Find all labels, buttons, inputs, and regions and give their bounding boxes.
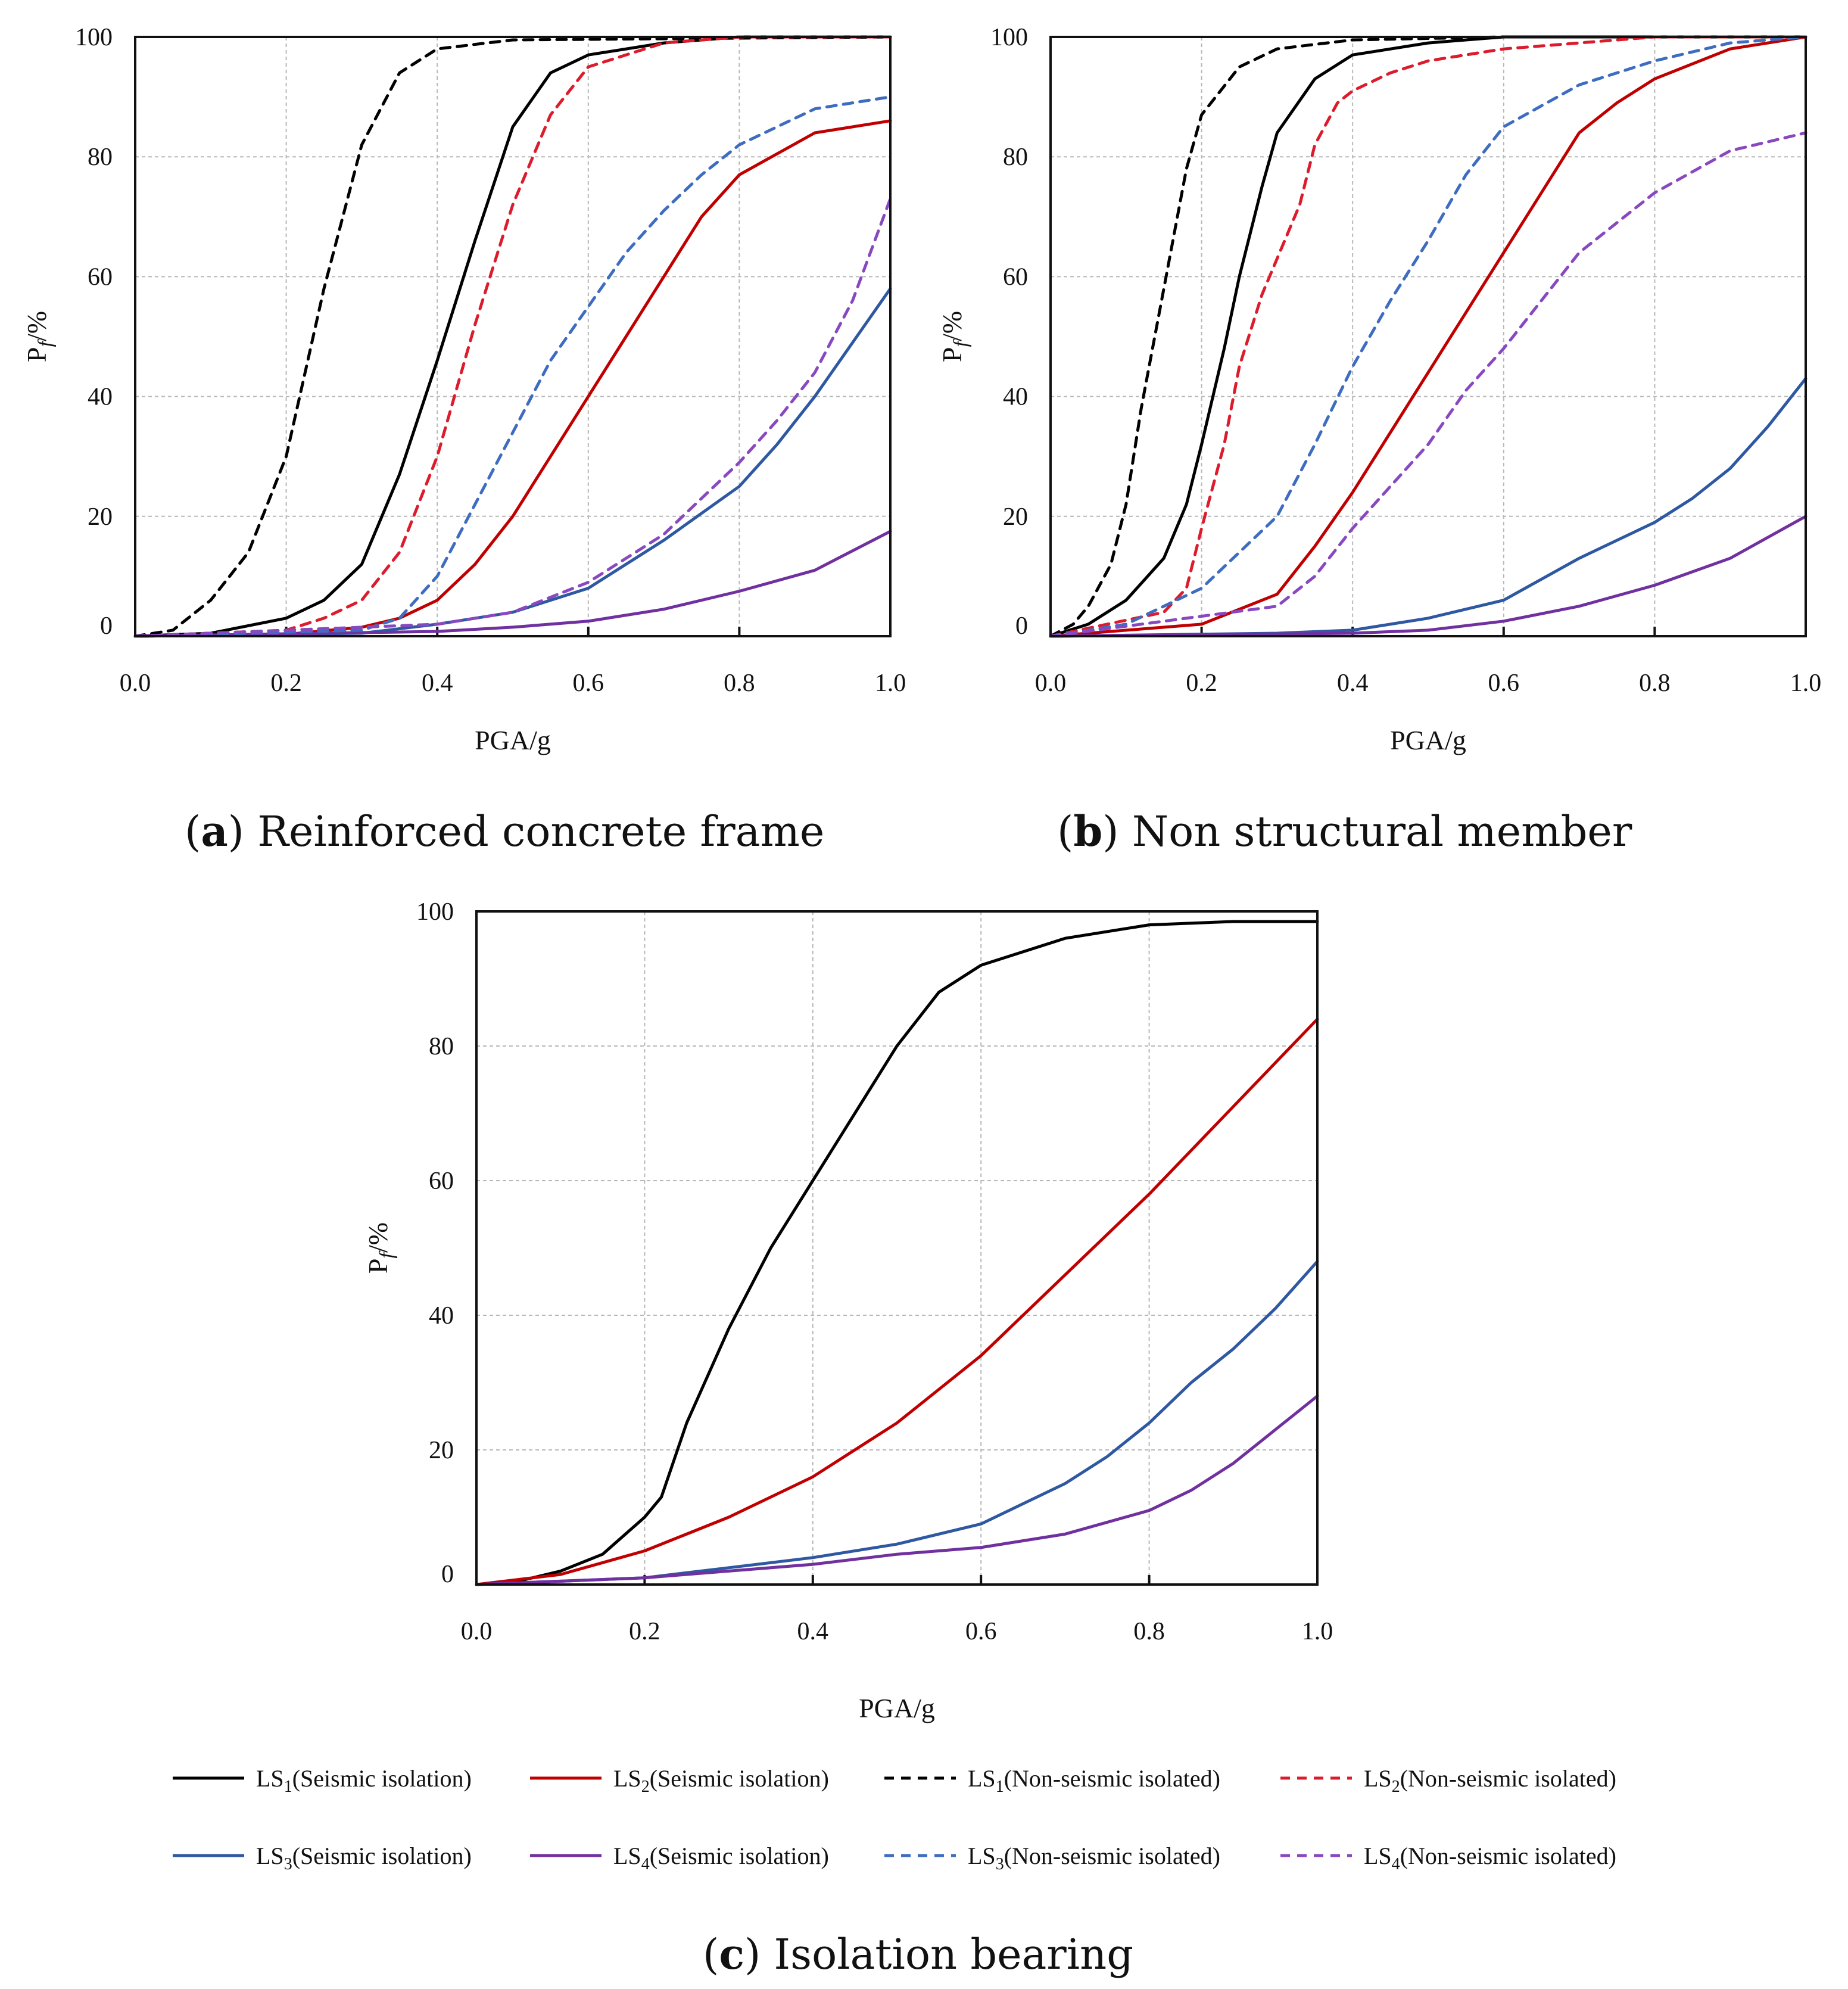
series-line-ls1_non bbox=[1049, 35, 1808, 638]
y-axis-title: Pf/% bbox=[363, 1222, 398, 1274]
x-tick-label: 0.2 bbox=[1186, 670, 1217, 697]
y-tick-label: 60 bbox=[1003, 263, 1028, 291]
legend-item-ls4_iso: LS4(Seismic isolation) bbox=[530, 1842, 829, 1873]
x-tick-label: 1.0 bbox=[875, 670, 906, 697]
series-line-ls2_iso bbox=[475, 1017, 1319, 1586]
x-tick-label: 0.6 bbox=[1488, 670, 1520, 697]
series-line-ls3_iso bbox=[475, 1260, 1319, 1586]
x-tick-label: 1.0 bbox=[1790, 670, 1822, 697]
x-tick-label: 0.2 bbox=[629, 1618, 660, 1645]
x-tick-label: 0.0 bbox=[461, 1618, 493, 1645]
legend-item-ls2_iso: LS2(Seismic isolation) bbox=[530, 1765, 829, 1796]
series-line-ls1_non bbox=[133, 35, 892, 638]
y-tick-label: 20 bbox=[88, 503, 113, 531]
x-tick-label: 0.4 bbox=[422, 670, 453, 697]
series-line-ls3_non bbox=[133, 95, 892, 638]
y-tick-label: 0 bbox=[1015, 612, 1028, 640]
y-tick-label: 80 bbox=[88, 144, 113, 171]
legend-label: LS1(Non-seismic isolated) bbox=[968, 1765, 1220, 1796]
legend-label: LS2(Seismic isolation) bbox=[613, 1765, 829, 1796]
y-tick-label: 40 bbox=[429, 1302, 454, 1330]
chart-panel-a: 0.0 0.2 0.4 0.6 0.8 1.0 0 20 40 60 80 100 PGA/g Pf/% (… bbox=[21, 24, 906, 856]
x-tick-label: 0.8 bbox=[1133, 1618, 1165, 1645]
series-line-ls4_non bbox=[133, 197, 892, 638]
series-line-ls4_non bbox=[1049, 131, 1808, 638]
chart-panel-c: 0.0 0.2 0.4 0.6 0.8 1.0 0 20 40 60 80 100 PGA/g Pf/% (… bbox=[363, 898, 1333, 1979]
series-line-ls4_iso bbox=[133, 530, 892, 638]
series-line-ls2_non bbox=[1049, 35, 1808, 638]
panel-caption: (a) Reinforced concrete frame bbox=[185, 807, 824, 856]
x-tick-label: 0.4 bbox=[797, 1618, 829, 1645]
legend-label: LS4(Seismic isolation) bbox=[613, 1842, 829, 1873]
series-line-ls3_non bbox=[1049, 35, 1808, 638]
x-axis-title: PGA/g bbox=[1390, 725, 1466, 755]
y-tick-label: 60 bbox=[429, 1168, 454, 1195]
plot-frame bbox=[1049, 36, 1807, 637]
legend-label: LS3(Non-seismic isolated) bbox=[968, 1842, 1220, 1873]
legend-item-ls3_iso: LS3(Seismic isolation) bbox=[173, 1842, 472, 1873]
series-line-ls2_iso bbox=[133, 119, 892, 638]
y-tick-label: 80 bbox=[1003, 144, 1028, 171]
y-tick-label: 40 bbox=[88, 384, 113, 411]
legend-label: LS3(Seismic isolation) bbox=[256, 1842, 472, 1873]
x-tick-label: 0.6 bbox=[573, 670, 604, 697]
legend-item-ls3_non: LS3(Non-seismic isolated) bbox=[884, 1842, 1220, 1873]
y-tick-label: 60 bbox=[88, 263, 113, 291]
series-line-ls4_iso bbox=[1049, 515, 1808, 638]
x-tick-label: 0.2 bbox=[270, 670, 302, 697]
series-line-ls3_iso bbox=[133, 287, 892, 638]
series-line-ls1_iso bbox=[133, 35, 892, 638]
series-line-ls2_non bbox=[133, 35, 892, 638]
x-tick-label: 0.8 bbox=[724, 670, 755, 697]
chart-panel-b: 0.0 0.2 0.4 0.6 0.8 1.0 0 20 40 60 80 100 PGA/g Pf/% (… bbox=[937, 24, 1821, 856]
legend: LS1(Seismic isolation) LS2(Seismic isolat… bbox=[173, 1765, 1616, 1873]
series-line-ls1_iso bbox=[475, 920, 1319, 1586]
panel-caption: (c) Isolation bearing bbox=[703, 1929, 1133, 1979]
y-tick-label: 0 bbox=[441, 1561, 454, 1588]
legend-label: LS1(Seismic isolation) bbox=[256, 1765, 472, 1796]
y-tick-label: 40 bbox=[1003, 384, 1028, 411]
y-tick-label: 20 bbox=[429, 1437, 454, 1464]
legend-item-ls2_non: LS2(Non-seismic isolated) bbox=[1280, 1765, 1616, 1796]
x-tick-label: 0.0 bbox=[1035, 670, 1067, 697]
y-axis-title: Pf/% bbox=[937, 311, 972, 362]
series-line-ls4_iso bbox=[475, 1395, 1319, 1586]
panel-caption: (b) Non structural member bbox=[1057, 807, 1632, 856]
legend-item-ls1_non: LS1(Non-seismic isolated) bbox=[884, 1765, 1220, 1796]
legend-item-ls1_iso: LS1(Seismic isolation) bbox=[173, 1765, 472, 1796]
y-axis-title: Pf/% bbox=[21, 311, 57, 362]
plot-frame bbox=[475, 910, 1319, 1586]
x-axis-title: PGA/g bbox=[859, 1693, 935, 1723]
plot-frame bbox=[134, 36, 892, 637]
x-tick-label: 0.6 bbox=[965, 1618, 997, 1645]
legend-item-ls4_non: LS4(Non-seismic isolated) bbox=[1280, 1842, 1616, 1873]
x-tick-label: 1.0 bbox=[1302, 1618, 1333, 1645]
legend-label: LS2(Non-seismic isolated) bbox=[1364, 1765, 1616, 1796]
x-tick-label: 0.0 bbox=[120, 670, 151, 697]
legend-label: LS4(Non-seismic isolated) bbox=[1364, 1842, 1616, 1873]
y-tick-label: 100 bbox=[416, 898, 454, 926]
y-tick-label: 100 bbox=[990, 24, 1028, 51]
x-tick-label: 0.8 bbox=[1639, 670, 1671, 697]
y-tick-label: 100 bbox=[75, 24, 113, 51]
y-tick-label: 80 bbox=[429, 1033, 454, 1060]
x-axis-title: PGA/g bbox=[475, 725, 551, 755]
series-line-ls3_iso bbox=[1049, 376, 1808, 638]
y-tick-label: 20 bbox=[1003, 503, 1028, 531]
series-line-ls1_iso bbox=[1049, 35, 1808, 638]
y-tick-label: 0 bbox=[100, 612, 113, 640]
series-line-ls2_iso bbox=[1049, 35, 1808, 638]
x-tick-label: 0.4 bbox=[1337, 670, 1369, 697]
